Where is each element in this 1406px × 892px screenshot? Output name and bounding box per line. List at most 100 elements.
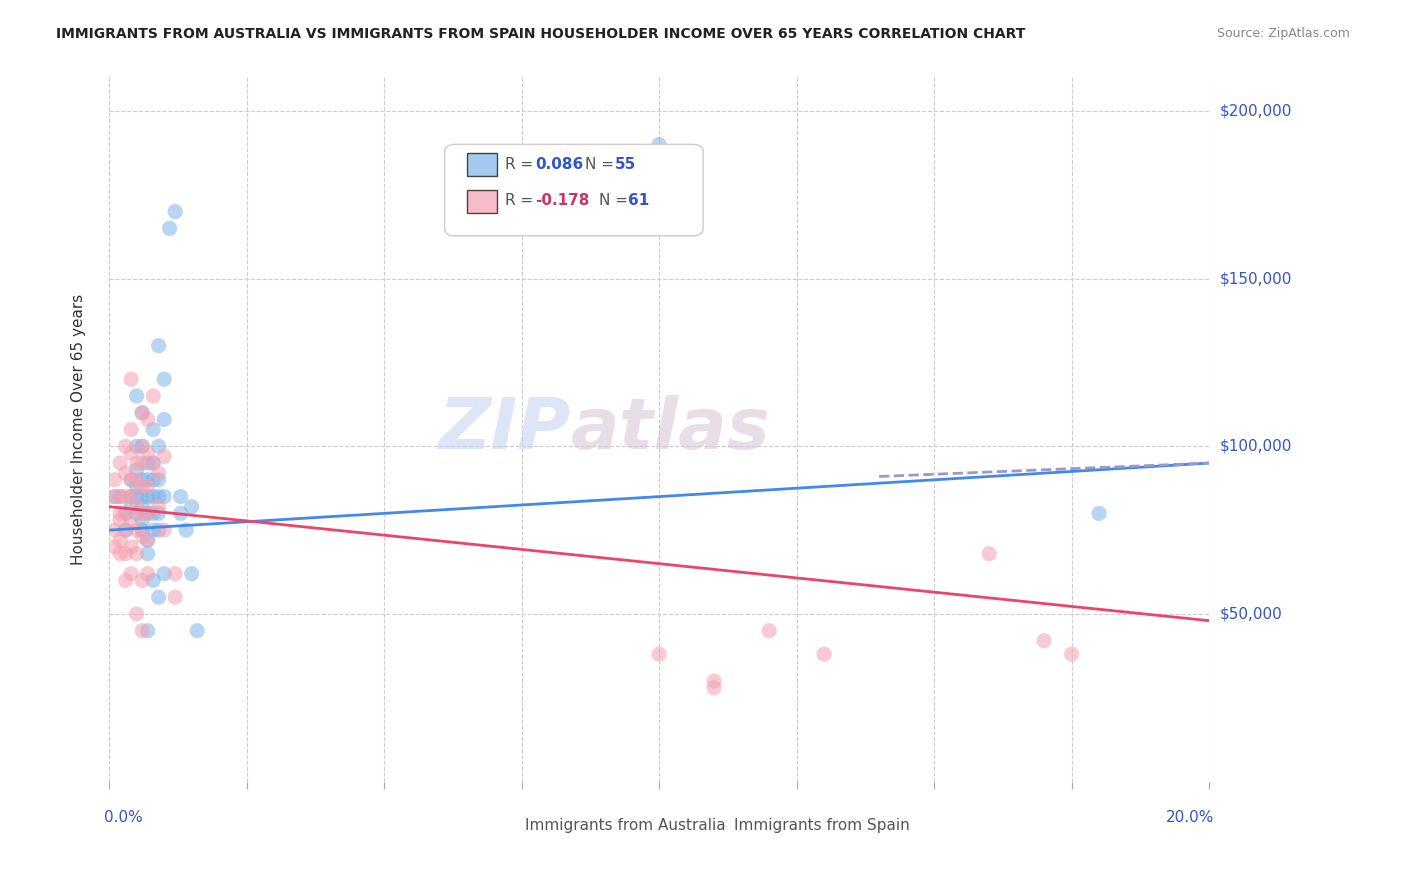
Point <box>136 533 159 548</box>
Point <box>114 574 136 588</box>
FancyBboxPatch shape <box>498 818 519 834</box>
Point <box>1033 633 1056 648</box>
Text: N =: N = <box>585 157 619 171</box>
Point <box>114 490 136 504</box>
Point <box>131 507 153 521</box>
Point <box>125 473 148 487</box>
Point <box>114 547 136 561</box>
Point <box>142 490 165 504</box>
Point <box>142 423 165 437</box>
Point <box>114 507 136 521</box>
Point <box>153 490 176 504</box>
Point <box>120 446 142 460</box>
Point <box>104 490 127 504</box>
Point <box>758 624 780 638</box>
Point <box>180 500 202 514</box>
Point <box>136 456 159 470</box>
Point <box>703 681 725 695</box>
Point <box>148 439 170 453</box>
FancyBboxPatch shape <box>706 818 728 834</box>
Point <box>120 490 142 504</box>
Point <box>1060 647 1083 661</box>
Point <box>648 647 671 661</box>
Point <box>180 566 202 581</box>
Point <box>131 530 153 544</box>
Point <box>114 523 136 537</box>
Point <box>104 473 127 487</box>
Point <box>108 490 131 504</box>
Text: 0.086: 0.086 <box>534 157 583 171</box>
Point <box>136 507 159 521</box>
Point <box>648 137 671 152</box>
FancyBboxPatch shape <box>444 145 703 235</box>
Point <box>125 389 148 403</box>
Point <box>153 412 176 426</box>
Y-axis label: Householder Income Over 65 years: Householder Income Over 65 years <box>72 293 86 566</box>
Point <box>165 591 187 605</box>
Text: Immigrants from Spain: Immigrants from Spain <box>734 819 910 833</box>
Point <box>131 439 153 453</box>
Point <box>142 507 165 521</box>
Point <box>153 372 176 386</box>
Point <box>165 204 187 219</box>
Point <box>165 566 187 581</box>
Point <box>148 466 170 480</box>
Point <box>125 547 148 561</box>
Text: $150,000: $150,000 <box>1220 271 1292 286</box>
Point <box>120 372 142 386</box>
Point <box>131 479 153 493</box>
Point <box>131 500 153 514</box>
Point <box>125 439 148 453</box>
Text: Source: ZipAtlas.com: Source: ZipAtlas.com <box>1216 27 1350 40</box>
Point <box>186 624 208 638</box>
Point <box>148 473 170 487</box>
Point <box>120 513 142 527</box>
Point <box>136 446 159 460</box>
Point <box>136 479 159 493</box>
Text: 61: 61 <box>628 194 650 208</box>
Point <box>159 221 181 235</box>
Point <box>131 406 153 420</box>
Point <box>120 473 142 487</box>
Point <box>813 647 835 661</box>
Text: R =: R = <box>505 157 538 171</box>
Point <box>136 547 159 561</box>
Point <box>131 513 153 527</box>
Text: 20.0%: 20.0% <box>1166 810 1215 825</box>
Point <box>120 540 142 554</box>
Point <box>104 490 127 504</box>
Point <box>131 456 153 470</box>
Point <box>136 473 159 487</box>
Point <box>120 490 142 504</box>
Point <box>125 607 148 621</box>
Text: $50,000: $50,000 <box>1220 607 1282 622</box>
Point <box>125 479 148 493</box>
Point <box>108 490 131 504</box>
Point <box>142 389 165 403</box>
Point <box>131 406 153 420</box>
Point <box>169 507 191 521</box>
Point <box>131 523 153 537</box>
Point <box>142 473 165 487</box>
Point <box>131 490 153 504</box>
Point <box>114 466 136 480</box>
Point <box>136 533 159 548</box>
Point <box>114 523 136 537</box>
Point <box>114 439 136 453</box>
Text: $100,000: $100,000 <box>1220 439 1292 454</box>
Text: 55: 55 <box>616 157 637 171</box>
Point <box>104 523 127 537</box>
Point <box>120 500 142 514</box>
Point <box>136 507 159 521</box>
Text: R =: R = <box>505 194 538 208</box>
FancyBboxPatch shape <box>467 153 498 176</box>
Point <box>153 523 176 537</box>
Text: -0.178: -0.178 <box>534 194 589 208</box>
Text: N =: N = <box>599 194 633 208</box>
Point <box>703 673 725 688</box>
Point <box>136 624 159 638</box>
Text: $200,000: $200,000 <box>1220 103 1292 119</box>
Text: 0.0%: 0.0% <box>104 810 142 825</box>
Point <box>108 513 131 527</box>
Text: ZIP: ZIP <box>439 395 571 464</box>
